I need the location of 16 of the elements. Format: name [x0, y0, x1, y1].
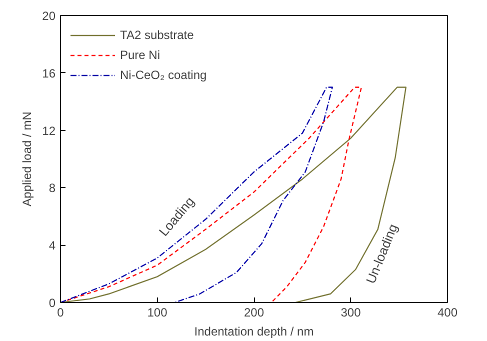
legend-label: Pure Ni — [120, 48, 160, 62]
x-tick-label: 300 — [340, 306, 362, 320]
y-tick-label: 20 — [42, 9, 56, 23]
legend-label: TA2 substrate — [120, 28, 194, 42]
y-axis-title: Applied load / mN — [20, 112, 34, 206]
y-tick-label: 16 — [42, 66, 56, 80]
x-tick-label: 400 — [437, 306, 458, 320]
legend-label: Ni-CeO₂ coating — [120, 68, 207, 82]
y-tick-label: 12 — [42, 124, 56, 138]
x-tick-label: 200 — [244, 306, 264, 320]
y-tick-label: 0 — [48, 296, 56, 310]
y-tick-label: 4 — [48, 238, 56, 253]
x-tick-label: 100 — [147, 306, 168, 320]
x-tick-label: 0 — [57, 306, 64, 320]
y-tick-label: 8 — [48, 181, 56, 196]
x-axis-title: Indentation depth / nm — [194, 324, 314, 338]
